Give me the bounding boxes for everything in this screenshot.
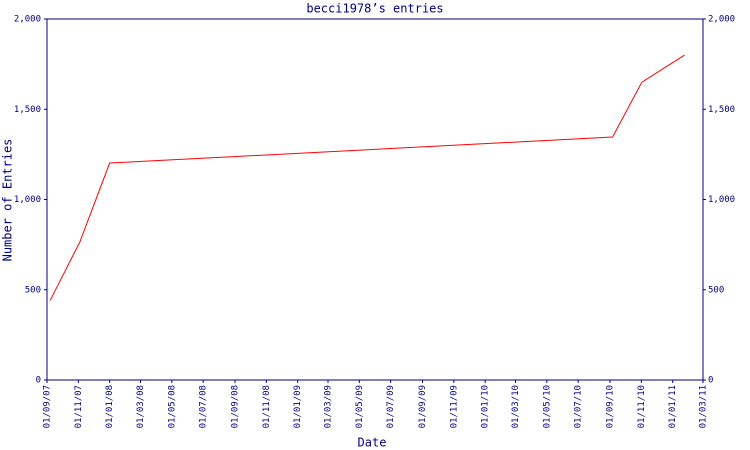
x-tick-label: 01/01/11 <box>668 385 678 428</box>
x-tick-label: 01/07/08 <box>199 385 209 428</box>
x-tick-label: 01/03/11 <box>699 385 709 428</box>
y-tick-label: 0 <box>36 376 41 386</box>
y-tick-label: 1,500 <box>14 105 41 115</box>
x-tick-label: 01/03/09 <box>323 385 333 428</box>
x-axis-label: Date <box>358 436 387 450</box>
y-axis-label: Number of Entries <box>1 139 15 262</box>
x-tick-label: 01/09/08 <box>231 385 241 428</box>
x-tick-label: 01/11/09 <box>449 385 459 428</box>
x-tick-label: 01/07/10 <box>574 385 584 428</box>
plot-frame <box>46 18 704 381</box>
y-tick-label: 1,000 <box>14 195 41 205</box>
x-tick-label: 01/05/08 <box>167 385 177 428</box>
data-line <box>49 54 685 301</box>
x-tick-label: 01/05/10 <box>542 385 552 428</box>
x-tick-label: 01/03/10 <box>511 385 521 428</box>
y-tick-label: 500 <box>708 285 724 295</box>
y-tick-label: 2,000 <box>14 15 41 25</box>
x-tick-label: 01/09/09 <box>418 385 428 428</box>
x-tick-label: 01/09/07 <box>43 385 53 428</box>
x-tick-label: 01/11/07 <box>74 385 84 428</box>
y-tick-label: 2,000 <box>708 15 735 25</box>
x-tick-label: 01/05/09 <box>355 385 365 428</box>
y-tick-label: 500 <box>25 285 41 295</box>
x-tick-label: 01/11/08 <box>262 385 272 428</box>
x-tick-label: 01/01/10 <box>481 385 491 428</box>
x-tick-label: 01/01/09 <box>293 385 303 428</box>
x-tick-label: 01/03/08 <box>136 385 146 428</box>
y-tick-label: 0 <box>708 376 713 386</box>
x-tick-label: 01/07/09 <box>386 385 396 428</box>
x-tick-label: 01/09/10 <box>606 385 616 428</box>
y-tick-label: 1,000 <box>708 195 735 205</box>
chart-title: becci1978’s entries <box>306 2 443 16</box>
x-tick-label: 01/01/08 <box>105 385 115 428</box>
y-tick-label: 1,500 <box>708 105 735 115</box>
x-tick-label: 01/11/10 <box>637 385 647 428</box>
